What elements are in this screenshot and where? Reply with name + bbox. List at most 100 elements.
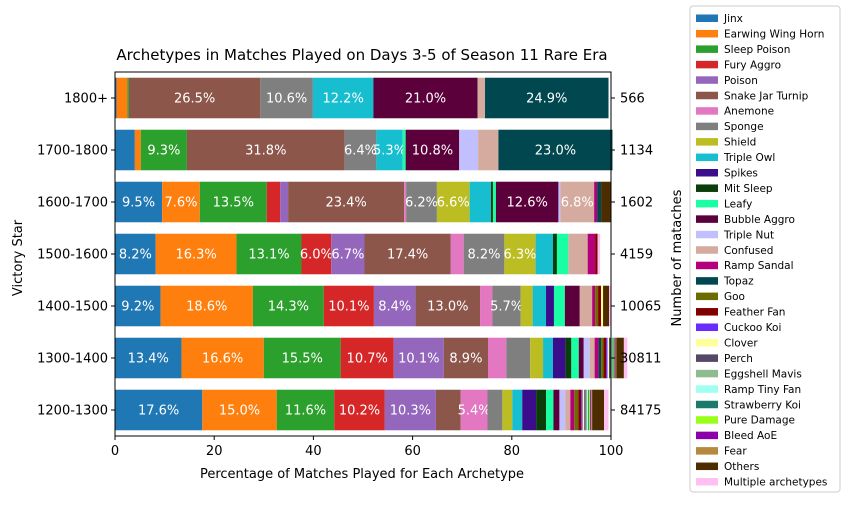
bar-data-label: 23.4%: [325, 196, 366, 211]
x-tick-label: 0: [111, 444, 119, 459]
bar-segment: [590, 389, 592, 431]
bar-segment: [592, 285, 596, 327]
bar-segment: [587, 233, 596, 275]
bar-data-label: 12.2%: [323, 92, 364, 107]
legend-entry-label: Ramp Tiny Fan: [724, 384, 801, 396]
bar-segment: [616, 337, 624, 379]
match-count-label: 10065: [620, 300, 661, 315]
bar-segment: [280, 181, 289, 223]
bar-data-label: 10.7%: [347, 352, 388, 367]
bar-segment: [579, 285, 593, 327]
bar-segment: [597, 233, 601, 275]
bar-segment: [140, 129, 187, 171]
legend-swatch: [696, 323, 718, 331]
x-tick-label: 80: [504, 444, 521, 459]
bar-segment: [609, 337, 611, 379]
legend-swatch: [696, 184, 718, 192]
legend-entry-label: Sponge: [724, 121, 764, 133]
x-tick-label: 40: [305, 444, 322, 459]
bar-segment: [558, 181, 561, 223]
bar-segment: [584, 389, 586, 431]
bar-segment: [564, 285, 580, 327]
bar-data-label: 8.4%: [378, 300, 411, 315]
bar-segment: [402, 129, 406, 171]
legend-swatch: [696, 230, 718, 239]
bar-segment: [502, 389, 513, 431]
bar-segment: [134, 129, 141, 171]
bar-segment: [460, 389, 488, 431]
x-tick-label: 60: [404, 444, 421, 459]
bar-data-label: 12.6%: [507, 196, 548, 211]
bar-segment: [603, 337, 607, 379]
bar-segment: [571, 337, 579, 379]
legend-swatch: [696, 153, 718, 162]
bar-segment: [601, 337, 604, 379]
bar-data-label: 5.4%: [458, 404, 491, 419]
bar-data-label: 23.0%: [535, 144, 576, 159]
bar-segment: [506, 337, 531, 379]
bar-segment: [435, 389, 461, 431]
bar-segment: [260, 77, 313, 119]
bar-segment: [459, 129, 479, 171]
bar-segment: [606, 337, 608, 379]
bar-data-label: 6.8%: [561, 196, 594, 211]
bar-segment: [404, 181, 407, 223]
bar-segment: [252, 285, 324, 327]
bar-segment: [615, 337, 617, 379]
bar-segment: [601, 181, 611, 223]
legend-entry-label: Snake Jar Turnip: [724, 90, 809, 102]
bar-segment: [553, 389, 560, 431]
bar-segment: [266, 181, 281, 223]
legend-swatch: [696, 400, 718, 409]
bar-segment: [162, 181, 200, 223]
bar-segment: [181, 337, 264, 379]
bar-segment: [436, 181, 470, 223]
legend-entry-label: Clover: [724, 337, 758, 349]
bar-data-label: 16.3%: [175, 248, 216, 263]
bar-segment: [469, 181, 491, 223]
bar-segment: [609, 285, 612, 327]
bar-data-label: 13.0%: [427, 300, 468, 315]
secondary-y-axis-label: Number of mataches: [670, 189, 685, 326]
bar-data-label: 9.2%: [121, 300, 154, 315]
bar-segment: [276, 389, 335, 431]
bar-segment: [543, 337, 553, 379]
bar-data-label: 9.5%: [122, 196, 155, 211]
legend-swatch: [696, 14, 718, 22]
bar-segment: [115, 129, 135, 171]
bar-segment: [581, 389, 583, 431]
bar-segment: [598, 285, 602, 327]
legend-swatch: [696, 416, 718, 424]
legend-entry-label: Feather Fan: [724, 307, 785, 319]
bar-data-label: 21.0%: [405, 92, 446, 107]
legend-swatch: [696, 107, 718, 115]
bar-segment: [553, 285, 565, 327]
legend-entry-label: Shield: [724, 137, 756, 149]
bar-segment: [376, 129, 403, 171]
bar-segment: [331, 233, 365, 275]
match-count-label: 1602: [620, 196, 653, 211]
legend-swatch: [696, 354, 718, 362]
x-tick-label: 20: [206, 444, 223, 459]
bar-segment: [115, 337, 182, 379]
bar-data-label: 10.1%: [398, 352, 439, 367]
bar-segment: [492, 285, 521, 327]
bar-segment: [202, 389, 277, 431]
bar-data-label: 13.5%: [213, 196, 254, 211]
legend-swatch: [696, 431, 718, 440]
legend-swatch: [696, 447, 718, 455]
bar-segment: [301, 233, 332, 275]
legend-entry-label: Ramp Sandal: [724, 260, 794, 272]
bar-segment: [565, 337, 572, 379]
legend-frame: [689, 5, 841, 493]
plot-area: 17.6% 15.0% 11.6% 10.2% 10.3% 5.4% 13.4% 16.6% 1…: [37, 71, 661, 459]
bar-data-label: 6.3%: [503, 248, 536, 263]
legend-entry-label: Mit Sleep: [724, 183, 773, 195]
bar-segment: [594, 181, 598, 223]
bar-segment: [589, 337, 595, 379]
legend-swatch: [696, 45, 718, 53]
bar-segment: [443, 337, 488, 379]
bar-segment: [535, 233, 553, 275]
bar-segment: [601, 285, 604, 327]
bar-segment: [623, 337, 628, 379]
